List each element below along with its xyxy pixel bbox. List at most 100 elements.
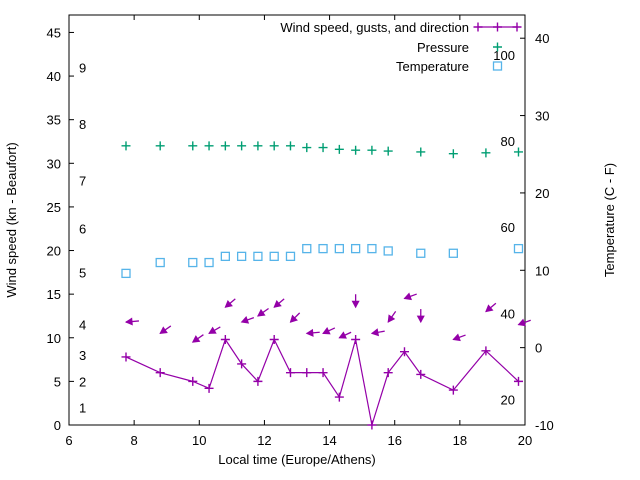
data-point-marker — [285, 251, 296, 262]
y-tick-label: 0 — [54, 418, 61, 433]
data-point-marker — [253, 376, 263, 386]
legend-sample-marker — [473, 22, 483, 32]
beaufort-label: 9 — [79, 60, 86, 75]
data-point-marker — [481, 148, 491, 158]
beaufort-label: 6 — [79, 222, 86, 237]
data-point-marker — [448, 149, 458, 159]
y-tick-label: 40 — [47, 69, 61, 84]
beaufort-label: 8 — [79, 117, 86, 132]
data-point-marker — [253, 251, 263, 262]
data-point-marker — [383, 368, 393, 378]
data-point-marker — [302, 243, 312, 254]
x-tick-label: 8 — [131, 433, 138, 448]
fahrenheit-label: 20 — [501, 392, 515, 407]
data-point-marker — [334, 392, 344, 402]
data-point-marker — [237, 359, 247, 369]
data-point-marker — [302, 368, 312, 378]
legend-sample-marker — [512, 22, 522, 32]
wind-speed-line — [125, 338, 519, 426]
wind-direction-arrow-head — [273, 299, 282, 308]
data-point-marker — [285, 141, 295, 151]
fahrenheit-label: 60 — [501, 220, 515, 235]
y-axis-ticks: 0 5 10 15 20 25 30 35 40 45 — [47, 25, 74, 433]
data-point-marker — [513, 376, 523, 386]
wind-direction-arrow-head — [159, 326, 168, 335]
data-point-marker — [253, 141, 263, 151]
data-point-marker — [334, 243, 344, 254]
beaufort-label: 2 — [79, 374, 86, 389]
data-series-group — [121, 141, 531, 430]
wind-direction-arrow-head — [370, 328, 380, 337]
data-point-marker — [285, 368, 295, 378]
fahrenheit-scale-labels: 20 40 60 80 100 — [493, 48, 515, 407]
legend-sample-marker — [493, 22, 502, 32]
fahrenheit-label: 80 — [501, 134, 515, 149]
wind-direction-arrow-head — [387, 314, 396, 323]
data-point-marker — [318, 243, 328, 254]
data-point-marker — [220, 335, 230, 345]
x-tick-label: 16 — [387, 433, 401, 448]
data-point-marker — [351, 335, 361, 345]
data-point-marker — [188, 257, 198, 268]
data-point-marker — [155, 257, 165, 268]
wind-direction-arrow-head — [452, 333, 461, 342]
data-point-marker — [204, 383, 214, 393]
data-point-marker — [188, 141, 198, 151]
beaufort-label: 3 — [79, 348, 86, 363]
data-point-marker — [367, 243, 377, 254]
wind-direction-arrow-head — [338, 331, 347, 339]
data-point-marker — [155, 368, 165, 378]
y-tick-label: 20 — [47, 244, 61, 259]
data-point-marker — [121, 352, 131, 362]
wind-direction-arrow-head — [240, 316, 250, 324]
wind-direction-arrow-head — [485, 304, 494, 313]
legend-label: Temperature — [396, 59, 469, 74]
x-axis-ticks: 6 8 10 12 14 16 18 20 — [65, 15, 532, 448]
y2-tick-label: 20 — [535, 186, 549, 201]
wind-direction-arrow-head — [403, 292, 412, 301]
legend-label: Pressure — [417, 40, 469, 55]
data-point-marker — [220, 251, 230, 262]
fahrenheit-label: 100 — [493, 48, 515, 63]
data-point-marker — [416, 248, 426, 258]
data-point-marker — [399, 347, 409, 357]
data-point-marker — [448, 385, 458, 395]
data-point-marker — [269, 335, 279, 345]
data-point-marker — [334, 144, 344, 154]
y-tick-label: 25 — [47, 200, 61, 215]
data-point-marker — [350, 243, 361, 254]
axis-label-group: Local time (Europe/Athens) Wind speed (kn… — [4, 142, 617, 467]
wind-direction-arrow-head — [517, 318, 526, 327]
y2-tick-label: 10 — [535, 263, 549, 278]
data-point-marker — [204, 141, 214, 151]
y2-tick-label: 0 — [535, 341, 542, 356]
data-point-marker — [416, 369, 426, 379]
legend-sample-marker — [492, 61, 503, 71]
data-point-marker — [513, 147, 523, 157]
x-tick-label: 18 — [453, 433, 467, 448]
series-pressure — [121, 141, 523, 159]
y-tick-label: 5 — [54, 374, 61, 389]
data-point-marker — [318, 368, 328, 378]
y2-tick-label: 40 — [535, 31, 549, 46]
data-point-marker — [513, 243, 524, 254]
series-temperature — [121, 243, 524, 279]
y-tick-label: 30 — [47, 156, 61, 171]
fahrenheit-label: 40 — [501, 307, 515, 322]
data-point-marker — [448, 248, 458, 258]
data-point-marker — [481, 346, 491, 356]
wind-direction-arrow-head — [208, 326, 217, 334]
chart-legend: Wind speed, gusts, and direction Pressure… — [280, 20, 522, 74]
x-axis-label: Local time (Europe/Athens) — [218, 452, 376, 467]
beaufort-label: 5 — [79, 265, 86, 280]
y2-tick-label: -10 — [535, 418, 554, 433]
data-point-marker — [383, 146, 393, 156]
data-point-marker — [383, 246, 393, 256]
data-point-marker — [318, 143, 328, 153]
wind-direction-arrow-head — [191, 335, 201, 343]
data-point-marker — [220, 141, 230, 151]
wind-direction-arrow-head — [351, 300, 360, 309]
